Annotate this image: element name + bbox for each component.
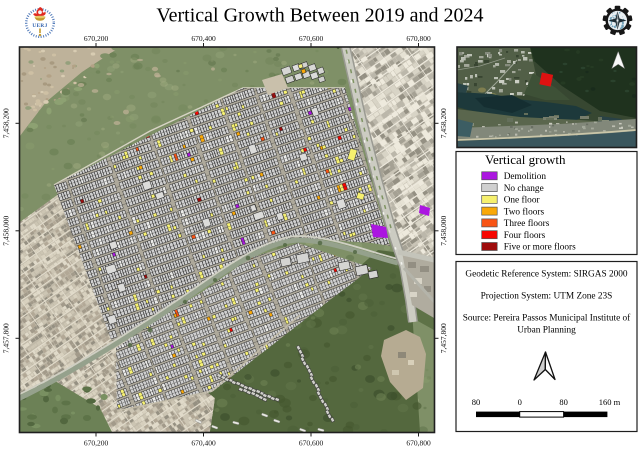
- svg-text:Urban Planning: Urban Planning: [517, 325, 576, 335]
- svg-text:Geodetic Reference System: SIR: Geodetic Reference System: SIRGAS 2000: [465, 269, 627, 280]
- svg-text:7,458,200: 7,458,200: [439, 108, 448, 138]
- svg-text:670,400: 670,400: [191, 34, 216, 43]
- svg-text:Two floors: Two floors: [504, 206, 545, 217]
- svg-text:160 m: 160 m: [599, 397, 621, 407]
- svg-text:670,400: 670,400: [191, 439, 216, 448]
- svg-text:7,457,800: 7,457,800: [2, 323, 11, 353]
- svg-text:Vertical growth: Vertical growth: [485, 152, 566, 167]
- svg-text:7,458,000: 7,458,000: [439, 216, 448, 246]
- svg-text:670,800: 670,800: [406, 439, 431, 448]
- svg-text:670,600: 670,600: [299, 439, 324, 448]
- svg-text:80: 80: [472, 397, 481, 407]
- svg-text:80: 80: [559, 397, 568, 407]
- svg-text:One floor: One floor: [504, 195, 541, 206]
- svg-text:7,458,000: 7,458,000: [2, 216, 11, 246]
- svg-text:670,600: 670,600: [299, 34, 324, 43]
- svg-text:Source: Pereira Passos Municip: Source: Pereira Passos Municipal Institu…: [463, 313, 631, 324]
- svg-text:Four floors: Four floors: [504, 230, 546, 241]
- svg-text:No change: No change: [504, 184, 544, 194]
- svg-text:670,200: 670,200: [84, 34, 109, 43]
- svg-text:Demolition: Demolition: [504, 172, 547, 182]
- svg-text:UERJ: UERJ: [32, 23, 47, 29]
- svg-text:Projection System: UTM Zone 23: Projection System: UTM Zone 23S: [481, 292, 613, 302]
- svg-text:7,457,800: 7,457,800: [439, 323, 448, 353]
- svg-text:670,200: 670,200: [84, 439, 109, 448]
- svg-text:670,800: 670,800: [406, 34, 431, 43]
- svg-text:Vertical Growth Between 2019 a: Vertical Growth Between 2019 and 2024: [156, 5, 483, 27]
- svg-text:0: 0: [518, 397, 522, 407]
- svg-text:Five or more floors: Five or more floors: [504, 242, 576, 253]
- svg-text:Three floors: Three floors: [504, 218, 550, 229]
- svg-text:7,458,200: 7,458,200: [2, 108, 11, 138]
